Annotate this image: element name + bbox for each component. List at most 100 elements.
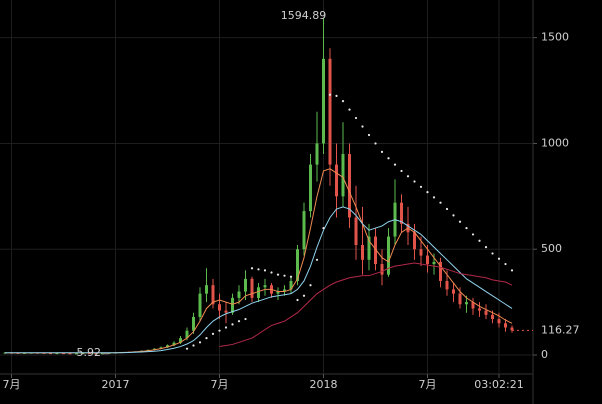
- x-tick-label: 03:02:21: [474, 378, 523, 391]
- sar-dot: [445, 207, 449, 211]
- sar-dot: [497, 257, 501, 260]
- sar-dot: [387, 157, 390, 160]
- candle-body: [426, 255, 429, 265]
- sar-dot: [484, 246, 488, 249]
- x-tick-label: 2017: [102, 378, 130, 391]
- candle-body: [484, 310, 488, 315]
- candle-body: [179, 338, 182, 343]
- sar-dot: [465, 226, 468, 230]
- candle-body: [218, 304, 221, 311]
- y-tick-label: 1000: [541, 136, 569, 149]
- sar-dot: [289, 275, 293, 278]
- candle-body: [263, 285, 267, 288]
- sar-dot: [237, 320, 241, 323]
- candle-body: [198, 293, 202, 317]
- candle-body: [81, 353, 85, 355]
- sar-dot: [244, 317, 247, 321]
- candle-body: [211, 285, 215, 305]
- candle-body: [322, 58, 325, 144]
- sar-dot: [452, 214, 455, 217]
- sar-dot: [270, 271, 273, 274]
- sar-dot: [315, 258, 319, 261]
- candle-body: [49, 353, 52, 355]
- sar-dot: [198, 341, 202, 344]
- high-label: 1594.89: [281, 9, 327, 22]
- x-tick-label: 2018: [310, 378, 338, 391]
- sar-dot: [335, 94, 338, 97]
- sar-dot: [400, 169, 403, 173]
- candle-body: [458, 293, 462, 305]
- candle-body: [510, 327, 514, 331]
- candle-body: [94, 353, 98, 355]
- sar-dot: [309, 284, 312, 287]
- candle-body: [257, 287, 260, 298]
- sar-dot: [302, 294, 306, 297]
- sar-dot: [426, 191, 429, 194]
- sar-dot: [504, 262, 507, 266]
- candle-body: [231, 297, 234, 313]
- sar-dot: [205, 336, 208, 340]
- sar-dot: [224, 326, 228, 329]
- candle-body: [315, 143, 319, 165]
- candle-body: [283, 289, 286, 292]
- x-tick-label: 7月: [211, 378, 229, 391]
- sar-dot: [419, 185, 423, 188]
- sar-dot: [322, 226, 325, 230]
- candle-body: [302, 211, 306, 250]
- sar-dot: [361, 125, 364, 128]
- candle-body: [387, 236, 390, 275]
- candle-body: [75, 353, 78, 355]
- candle-body: [471, 302, 475, 309]
- candle-body: [348, 154, 351, 218]
- sar-dot: [393, 163, 397, 166]
- last-price-label: 116.27: [541, 323, 580, 336]
- x-tick-label: 7月: [3, 378, 21, 391]
- candle-body: [166, 345, 169, 348]
- y-tick-label: 0: [541, 348, 548, 361]
- sar-dot: [432, 196, 436, 199]
- candle-body: [439, 261, 442, 281]
- sar-dot: [478, 239, 481, 242]
- x-tick-label: 7月: [419, 378, 437, 391]
- sar-dot: [439, 201, 442, 204]
- candle-body: [445, 280, 449, 290]
- sar-dot: [458, 220, 462, 223]
- candle-body: [380, 264, 384, 275]
- sar-dot: [257, 268, 260, 271]
- sar-dot: [185, 347, 189, 350]
- candle-body: [192, 316, 195, 331]
- candle-body: [289, 280, 293, 290]
- candle-body: [335, 164, 338, 197]
- sar-dot: [231, 323, 234, 326]
- candle-body: [224, 310, 228, 313]
- sar-dot: [348, 108, 351, 111]
- candle-body: [465, 302, 468, 305]
- sar-dot: [510, 269, 514, 272]
- sar-dot: [276, 273, 280, 276]
- candle-body: [172, 342, 176, 346]
- candle-body: [328, 58, 332, 165]
- sar-dot: [367, 133, 371, 137]
- candle-body: [400, 202, 403, 224]
- sar-dot: [218, 329, 221, 332]
- candle-body: [296, 249, 299, 281]
- candle-body: [237, 291, 241, 298]
- sar-dot: [491, 252, 494, 255]
- candle-body: [491, 314, 494, 320]
- y-tick-label: 1500: [541, 31, 569, 44]
- candle-body: [244, 278, 247, 292]
- y-tick-label: 500: [541, 242, 562, 255]
- sar-dot: [211, 332, 215, 335]
- candle-body: [354, 217, 358, 245]
- candle-body: [276, 291, 280, 294]
- sar-dot: [250, 267, 254, 270]
- candle-body: [88, 353, 91, 355]
- sar-dot: [263, 269, 267, 272]
- indicator-line: [5, 206, 513, 354]
- low-label: 5.92: [77, 346, 102, 359]
- candle-body: [504, 323, 507, 328]
- indicator-line: [219, 262, 513, 348]
- candle-body: [374, 236, 377, 265]
